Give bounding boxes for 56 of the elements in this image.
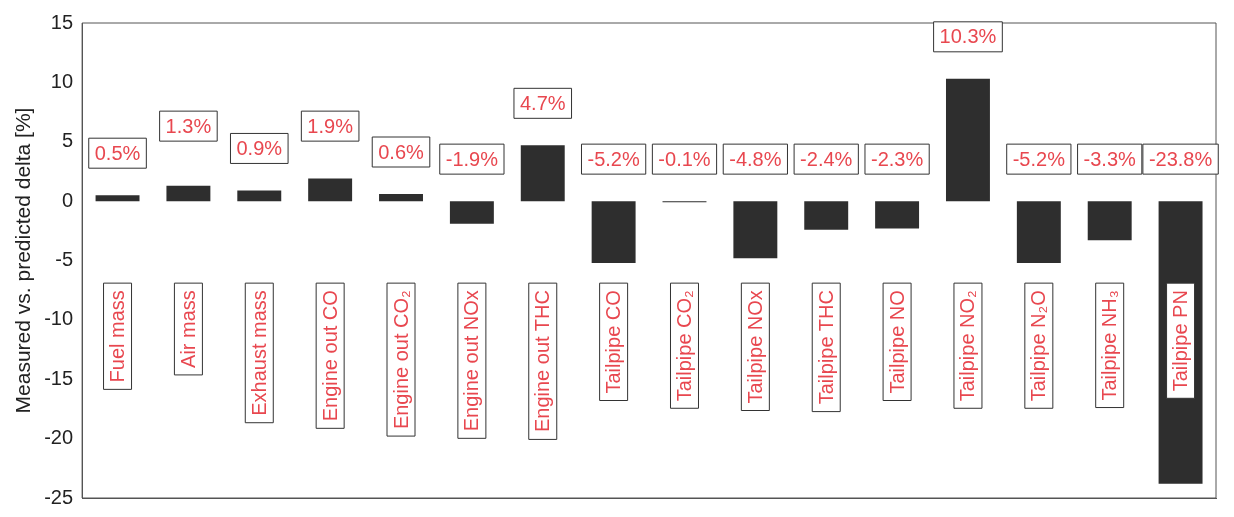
x-tick-label: Tailpipe PN	[1169, 290, 1192, 392]
data-label: -5.2%	[587, 147, 640, 170]
data-label: -0.1%	[658, 147, 711, 170]
x-tick-label: Engine out THC	[531, 290, 554, 433]
y-tick-label: -10	[44, 307, 74, 330]
y-tick-label: -25	[44, 485, 74, 508]
data-label: -2.4%	[800, 147, 853, 170]
x-tick-label: Tailpipe NO	[885, 290, 908, 394]
x-tick-label: Exhaust mass	[247, 290, 270, 416]
x-tick-label: Tailpipe NO₂	[956, 290, 979, 402]
data-label: 1.3%	[165, 114, 212, 137]
x-tick-label: Engine out CO₂	[389, 290, 412, 430]
data-label: -3.3%	[1083, 147, 1137, 170]
data-label: -4.8%	[729, 147, 782, 170]
bar	[875, 201, 920, 229]
data-label: 10.3%	[939, 25, 997, 48]
y-tick-label: -20	[44, 426, 74, 449]
data-label: -5.2%	[1012, 147, 1066, 170]
bar	[166, 185, 211, 202]
bar	[308, 178, 353, 202]
x-tick-label: Air mass	[176, 290, 199, 368]
data-label: -23.8%	[1148, 147, 1213, 170]
x-tick-label: Engine out NOx	[460, 290, 483, 432]
bar	[449, 201, 494, 224]
x-tick-label: Engine out CO	[318, 290, 341, 422]
y-tick-label: -15	[44, 366, 74, 389]
data-label: 0.9%	[236, 136, 283, 159]
x-tick-label: Tailpipe CO	[602, 290, 625, 394]
data-label: 1.9%	[307, 114, 354, 137]
x-tick-label: Tailpipe THC	[814, 290, 837, 405]
data-label: -2.3%	[870, 147, 924, 170]
bar	[1087, 201, 1132, 241]
bar	[95, 195, 140, 202]
y-tick-label: 10	[50, 69, 74, 92]
bar	[733, 201, 778, 259]
x-tick-label: Tailpipe NOx	[743, 290, 766, 404]
bar	[591, 201, 636, 263]
y-tick-label: 0	[61, 188, 74, 211]
bar	[945, 78, 990, 202]
x-tick-label: Fuel mass	[106, 290, 129, 383]
y-tick-label: 5	[61, 129, 74, 152]
x-tick-label: Tailpipe NH₃	[1098, 290, 1121, 401]
x-tick-label: Tailpipe N₂O	[1027, 290, 1050, 402]
bar	[804, 201, 849, 230]
y-tick-label: 15	[50, 10, 74, 33]
y-axis-title: Measured vs. predicted delta [%]	[11, 107, 35, 414]
bar	[520, 145, 565, 202]
bar	[1016, 201, 1061, 263]
y-tick-label: -5	[55, 248, 74, 271]
bar	[237, 190, 282, 202]
data-label: 0.5%	[94, 141, 141, 164]
data-label: -1.9%	[445, 147, 499, 170]
data-label: 0.6%	[378, 140, 425, 163]
data-label: 4.7%	[519, 91, 566, 114]
x-tick-label: Tailpipe CO₂	[673, 290, 695, 402]
bar	[379, 194, 423, 202]
